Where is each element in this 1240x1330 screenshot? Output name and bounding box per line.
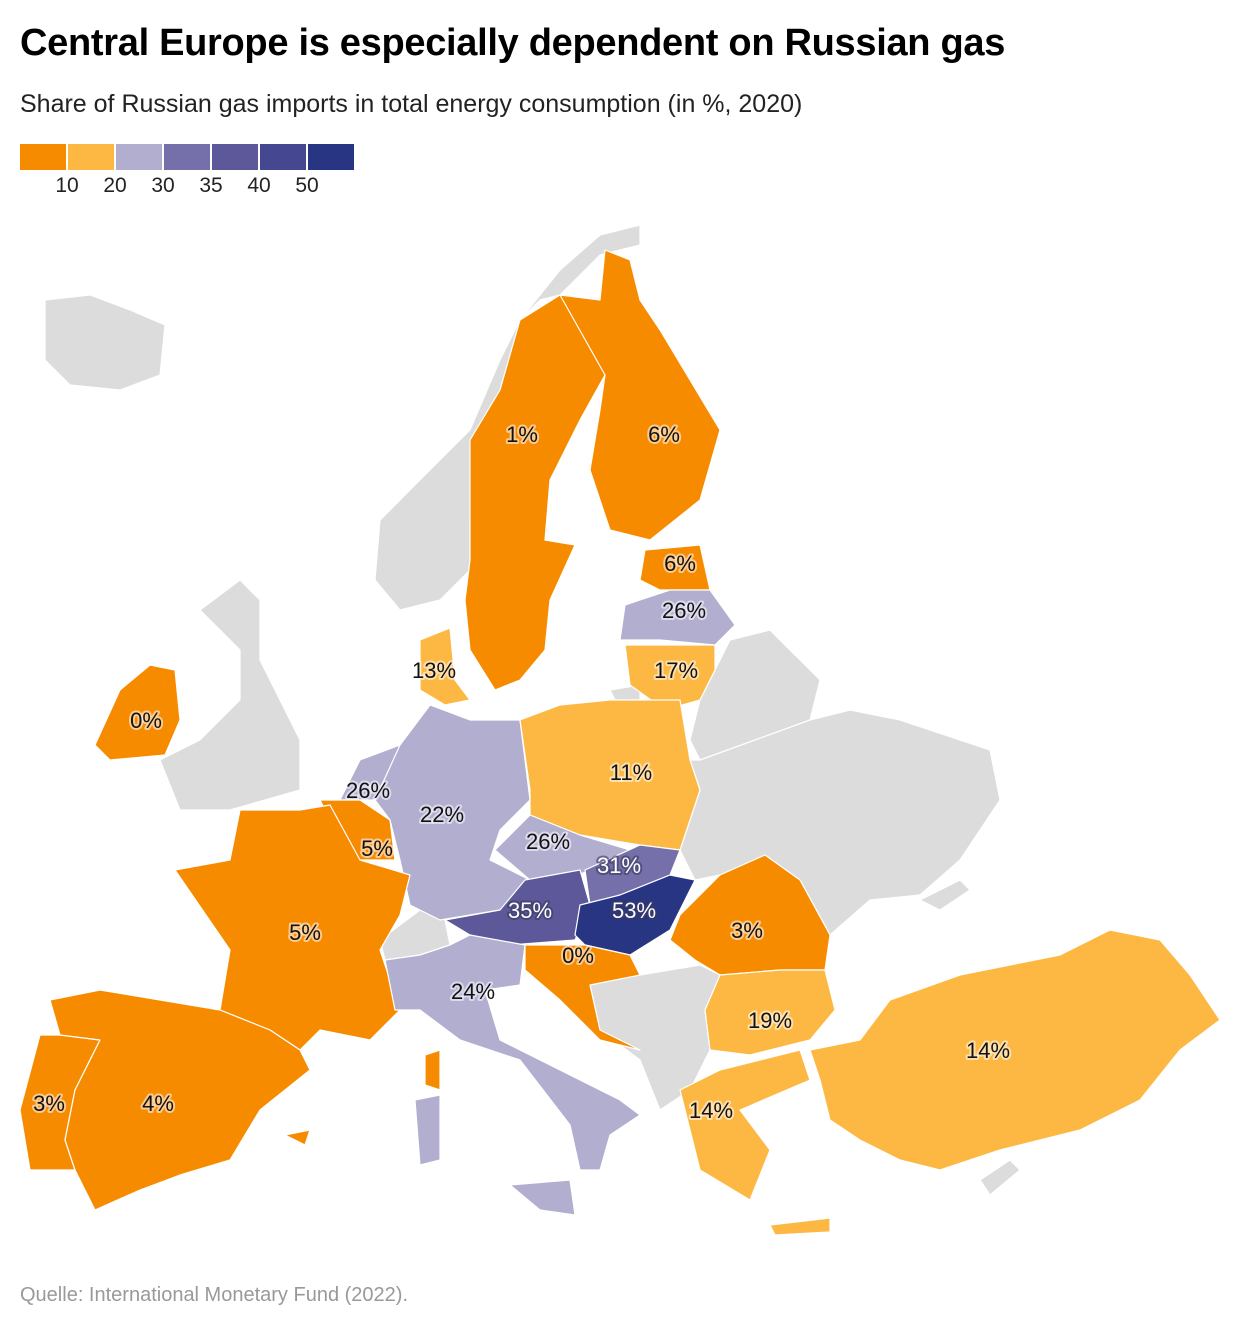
country-iceland — [44, 294, 166, 391]
country-cyprus — [979, 1159, 1021, 1196]
country-lithuania — [624, 644, 716, 711]
value-label: 31% — [597, 853, 641, 878]
country-finland — [559, 249, 721, 541]
country-latvia — [619, 589, 736, 646]
legend-swatch — [260, 144, 306, 170]
country-turkey — [809, 929, 1221, 1171]
country-ireland — [94, 664, 181, 761]
country-greece — [679, 1049, 811, 1201]
value-label: 24% — [451, 979, 495, 1004]
legend-tick: 10 — [55, 174, 79, 197]
value-label: 5% — [289, 920, 321, 945]
legend-tick: 40 — [247, 174, 271, 197]
country-italy-sicily — [509, 1179, 576, 1216]
value-label: 6% — [664, 551, 696, 576]
value-label: 26% — [346, 778, 390, 803]
chart-subtitle: Share of Russian gas imports in total en… — [20, 90, 803, 118]
country-spain-mallorca — [284, 1129, 311, 1146]
value-label: 0% — [562, 943, 594, 968]
country-italy — [384, 934, 641, 1171]
value-label: 17% — [654, 658, 698, 683]
value-label: 3% — [731, 918, 763, 943]
data-countries — [19, 249, 1221, 1236]
value-label: 22% — [420, 802, 464, 827]
country-denmark — [419, 627, 471, 706]
country-greece-crete — [769, 1217, 831, 1236]
legend-tick: 30 — [151, 174, 175, 197]
no-data-countries — [44, 224, 1021, 1196]
value-label: 13% — [412, 658, 456, 683]
legend-swatch — [68, 144, 114, 170]
value-label: 5% — [361, 836, 393, 861]
legend-tick: 20 — [103, 174, 127, 197]
country-belarus — [689, 629, 821, 761]
value-label: 3% — [33, 1091, 65, 1116]
value-label: 11% — [610, 760, 652, 785]
legend-tick: 35 — [199, 174, 223, 197]
legend-swatch — [20, 144, 66, 170]
legend-swatch — [116, 144, 162, 170]
legend-swatch — [164, 144, 210, 170]
value-label: 6% — [648, 422, 680, 447]
value-label: 19% — [748, 1008, 792, 1033]
legend-swatch — [308, 144, 354, 170]
country-italy-sardinia — [414, 1094, 441, 1166]
value-label: 14% — [689, 1098, 733, 1123]
value-label: 14% — [966, 1038, 1010, 1063]
country-sweden — [464, 294, 606, 691]
value-label: 4% — [142, 1091, 174, 1116]
country-hungary — [574, 874, 696, 956]
value-label: 0% — [130, 708, 162, 733]
legend-tick: 50 — [295, 174, 319, 197]
legend-swatch — [212, 144, 258, 170]
country-spain — [49, 989, 311, 1211]
value-label: 1% — [506, 422, 538, 447]
value-label: 26% — [526, 829, 570, 854]
value-label: 35% — [508, 898, 552, 923]
country-bulgaria — [704, 969, 836, 1056]
chart-title: Central Europe is especially dependent o… — [20, 22, 1006, 64]
country-crimea — [919, 879, 971, 911]
country-united-kingdom — [159, 579, 301, 811]
country-france-corsica — [424, 1049, 441, 1091]
country-slovenia-croatia — [524, 944, 641, 1051]
value-label: 26% — [662, 598, 706, 623]
value-labels: 1% 6% 6% 26% 17% 13% 0% 26% 22% 5% 5% 11… — [31, 420, 1012, 1125]
source-note: Quelle: International Monetary Fund (202… — [20, 1284, 408, 1306]
color-legend: 10 20 30 35 40 50 — [20, 144, 354, 200]
value-label: 53% — [612, 898, 656, 923]
